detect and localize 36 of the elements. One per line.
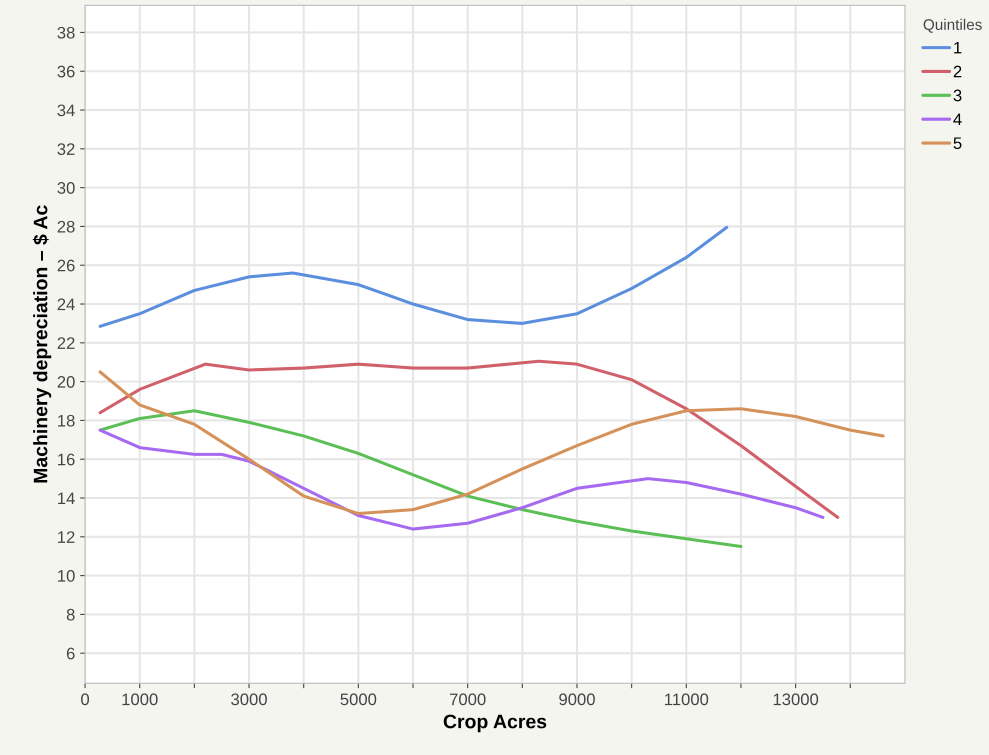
y-tick-label: 12 <box>58 531 74 543</box>
y-tick-label: 22 <box>58 337 74 349</box>
y-tick-label: 26 <box>58 260 75 272</box>
line-series <box>98 428 824 531</box>
y-tick-label: 36 <box>57 66 75 78</box>
x-tick-label: 0 <box>81 693 90 706</box>
y-tick-label: 8 <box>66 608 75 621</box>
x-tick-label: 7000 <box>450 693 486 706</box>
y-tick-label: 20 <box>58 376 75 388</box>
x-tick-label: 13000 <box>774 693 818 706</box>
y-tick-label: 6 <box>66 648 75 660</box>
y-tick-label: 10 <box>58 570 75 582</box>
legend-label: 2 <box>954 66 962 78</box>
x-tick-label: 3000 <box>231 693 267 706</box>
legend-label: 1 <box>954 42 962 54</box>
y-tick-label: 30 <box>57 182 75 194</box>
y-tick-label: 32 <box>57 143 74 156</box>
y-tick-label: 24 <box>58 298 75 310</box>
y-tick-label: 18 <box>58 414 75 427</box>
line-series <box>98 409 742 548</box>
x-tick-label: 9000 <box>559 693 595 706</box>
x-tick-label: 1000 <box>122 693 158 706</box>
y-tick-label: 28 <box>58 220 75 233</box>
legend-label: 5 <box>954 137 962 150</box>
y-tick-label: 14 <box>58 492 75 504</box>
x-axis-title: Crop Acres <box>444 714 546 732</box>
y-tick-label: 34 <box>57 104 75 116</box>
y-axis-title: Machinery depreciation – $ Ac <box>32 205 52 483</box>
x-tick-label: 5000 <box>340 693 376 706</box>
y-tick-label: 16 <box>58 454 75 466</box>
y-tick-label: 38 <box>57 26 75 39</box>
line-series <box>98 226 728 328</box>
legend-title: Quintiles <box>924 18 982 33</box>
legend-label: 4 <box>953 114 962 126</box>
x-tick-label: 11000 <box>665 693 708 706</box>
legend-label: 3 <box>954 90 962 102</box>
